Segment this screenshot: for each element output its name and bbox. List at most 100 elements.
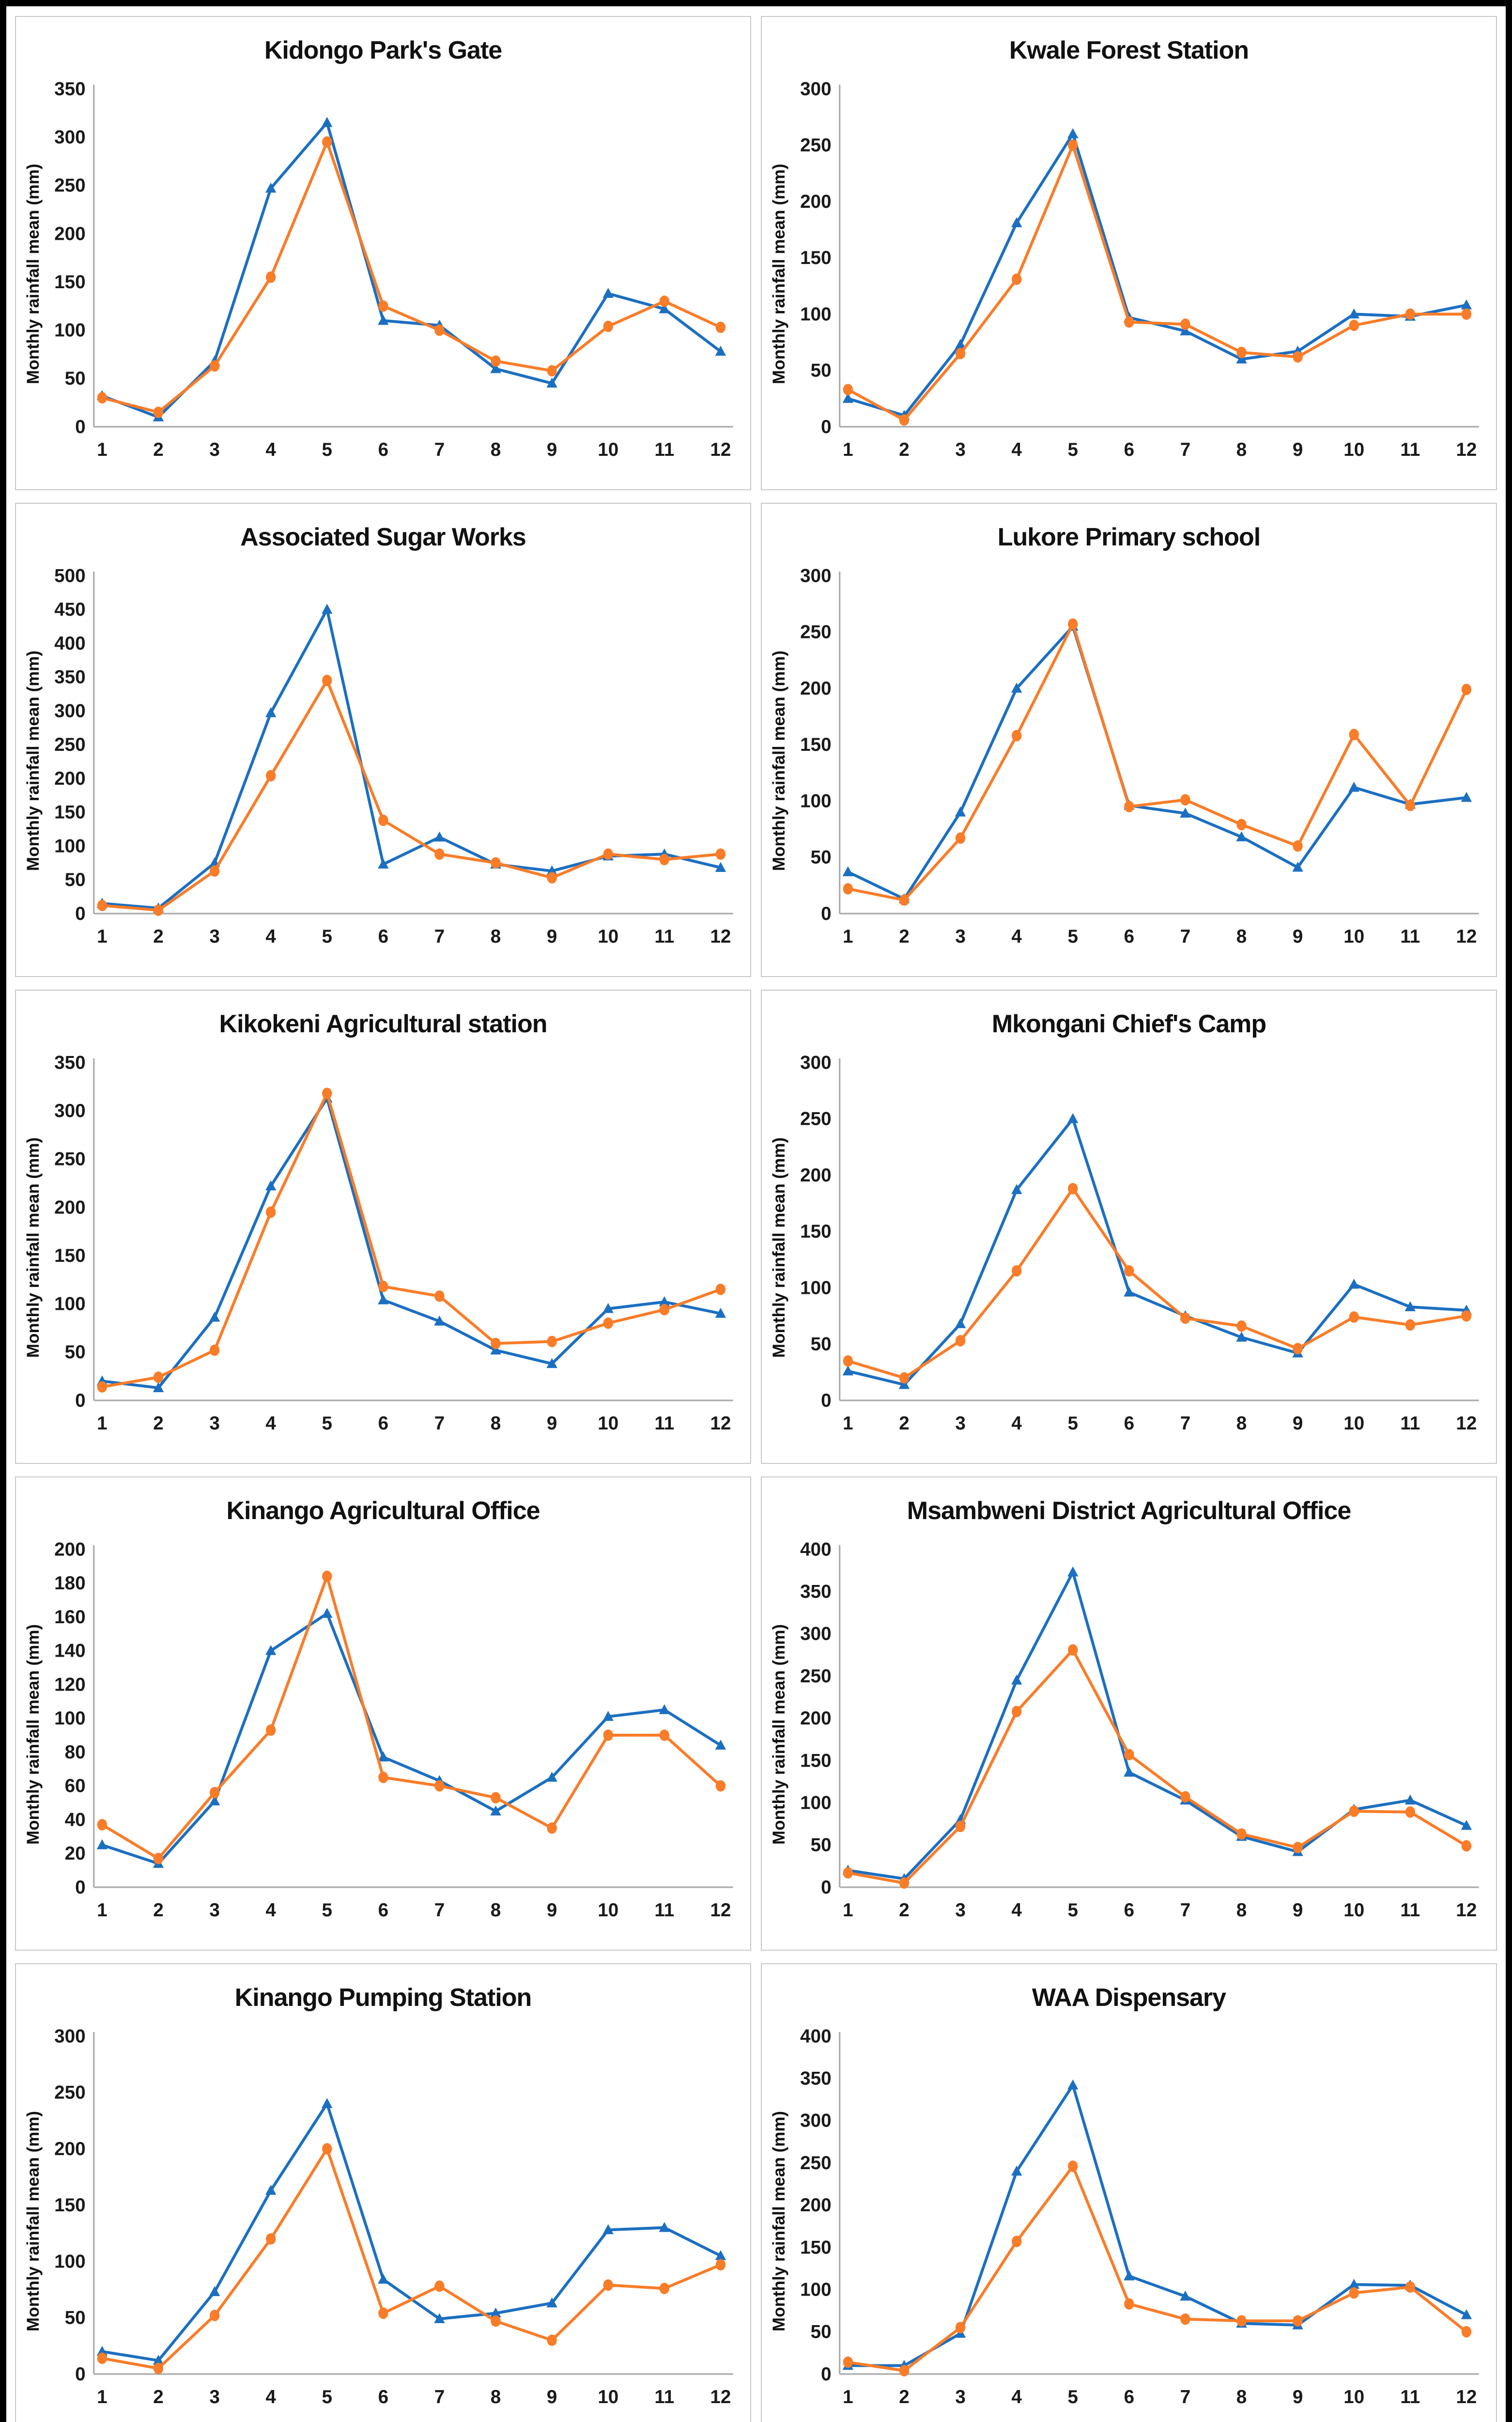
triangle-marker-icon xyxy=(1067,2079,1079,2090)
observed-series xyxy=(843,139,1472,426)
triangle-marker-icon xyxy=(322,2098,333,2108)
triangle-marker-icon xyxy=(1067,1566,1079,1577)
y-tick-label: 300 xyxy=(54,1101,85,1121)
circle-marker-icon xyxy=(1124,1265,1134,1277)
y-tick-label: 300 xyxy=(800,1624,831,1645)
y-tick-label: 250 xyxy=(54,1149,85,1170)
y-tick-labels: 0 50 100 150 200 250 300 xyxy=(800,1052,831,1411)
x-tick-labels: 1 2 3 4 5 6 7 8 9 10 11 12 xyxy=(97,1413,731,1434)
y-tick-label: 400 xyxy=(800,2026,831,2047)
observed-line xyxy=(100,679,722,912)
y-tick-label: 250 xyxy=(54,175,85,196)
triangle-marker-icon xyxy=(378,858,389,869)
triangle-marker-icon xyxy=(265,182,277,193)
triangle-marker-icon xyxy=(265,1645,277,1655)
circle-marker-icon xyxy=(1011,730,1022,742)
x-axis-label xyxy=(24,1450,742,1458)
circle-marker-icon xyxy=(547,1822,557,1834)
x-tick-label: 1 xyxy=(843,439,853,460)
x-axis-label xyxy=(770,1450,1488,1458)
x-tick-label: 1 xyxy=(97,2387,107,2407)
observed-series xyxy=(843,1183,1472,1384)
x-tick-label: 4 xyxy=(1011,926,1022,947)
x-tick-label: 11 xyxy=(654,2387,674,2407)
y-axis-label: Monthly rainfall mean (mm) xyxy=(24,2111,43,2332)
y-tick-labels: 0 50 100 150 200 250 300 xyxy=(800,565,831,924)
y-tick-labels: 0 50 100 150 200 250 300 350 400 xyxy=(800,2026,831,2385)
chirps-series xyxy=(96,1608,726,1868)
x-tick-label: 1 xyxy=(843,1900,853,1921)
x-tick-labels: 1 2 3 4 5 6 7 8 9 10 11 12 xyxy=(97,439,731,460)
triangle-marker-icon xyxy=(842,866,854,876)
circle-marker-icon xyxy=(1011,1265,1022,1277)
y-tick-label: 150 xyxy=(800,1221,831,1242)
chirps-line xyxy=(846,132,1468,417)
circle-marker-icon xyxy=(955,1335,966,1347)
circle-marker-icon xyxy=(1180,1791,1190,1803)
observed-line xyxy=(100,2147,722,2370)
chart-title: Lukore Primary school xyxy=(997,523,1261,552)
circle-marker-icon xyxy=(1349,1805,1359,1817)
circle-marker-icon xyxy=(843,883,853,895)
x-tick-label: 10 xyxy=(1343,1413,1364,1434)
x-tick-label: 12 xyxy=(1456,1900,1477,1921)
y-tick-label: 200 xyxy=(800,678,831,699)
x-tick-label: 10 xyxy=(1343,439,1364,460)
x-tick-label: 8 xyxy=(1236,1413,1247,1434)
triangle-marker-icon xyxy=(1180,807,1191,818)
triangle-marker-icon xyxy=(1292,861,1303,872)
y-tick-label: 0 xyxy=(75,1877,85,1898)
x-tick-label: 11 xyxy=(1400,2387,1420,2407)
circle-marker-icon xyxy=(659,1729,670,1741)
triangle-marker-icon xyxy=(715,1307,726,1318)
x-tick-label: 11 xyxy=(654,1900,674,1921)
y-tick-label: 100 xyxy=(800,1277,831,1298)
chirps-line xyxy=(100,121,722,419)
triangle-marker-icon xyxy=(1461,299,1472,310)
circle-marker-icon xyxy=(1293,351,1303,363)
circle-marker-icon xyxy=(1293,2315,1303,2327)
triangle-marker-icon xyxy=(96,1839,108,1849)
triangle-marker-icon xyxy=(1348,2279,1359,2289)
y-tick-label: 250 xyxy=(800,622,831,643)
x-tick-labels: 1 2 3 4 5 6 7 8 9 10 11 12 xyxy=(843,2387,1477,2407)
triangle-marker-icon xyxy=(546,1771,557,1782)
x-tick-labels: 1 2 3 4 5 6 7 8 9 10 11 12 xyxy=(843,1900,1477,1921)
circle-marker-icon xyxy=(899,2365,910,2376)
chart-title: Kinango Agricultural Office xyxy=(226,1497,540,1525)
x-tick-label: 2 xyxy=(899,926,909,947)
triangle-marker-icon xyxy=(842,1365,854,1376)
x-tick-label: 9 xyxy=(547,439,557,460)
y-tick-label: 350 xyxy=(54,1052,85,1073)
circle-marker-icon xyxy=(1124,1749,1134,1761)
x-tick-label: 9 xyxy=(1293,926,1303,947)
circle-marker-icon xyxy=(322,674,332,686)
chirps-series xyxy=(96,1092,726,1393)
chart-body: Monthly rainfall mean (mm) 0 50 100 150 200 2… xyxy=(770,71,1488,477)
chart-body: Monthly rainfall mean (mm) 0 50 100 150 200 2… xyxy=(770,1045,1488,1450)
x-tick-label: 4 xyxy=(265,1900,276,1921)
circle-marker-icon xyxy=(1180,794,1190,806)
circle-marker-icon xyxy=(434,848,445,860)
circle-marker-icon xyxy=(1124,316,1134,328)
triangle-marker-icon xyxy=(490,363,501,373)
circle-marker-icon xyxy=(97,900,108,912)
observed-line xyxy=(100,1575,722,1860)
circle-marker-icon xyxy=(955,348,966,359)
observed-line xyxy=(100,1092,722,1389)
x-tick-label: 9 xyxy=(547,1900,557,1921)
y-tick-label: 0 xyxy=(821,417,831,437)
y-tick-label: 100 xyxy=(800,791,831,811)
y-tick-labels: 0 50 100 150 200 250 300 350 xyxy=(54,78,85,437)
circle-marker-icon xyxy=(378,300,388,312)
triangle-marker-icon xyxy=(715,345,726,356)
triangle-marker-icon xyxy=(265,707,277,717)
x-tick-label: 5 xyxy=(1068,2387,1078,2407)
y-tick-label: 0 xyxy=(75,1390,85,1411)
circle-marker-icon xyxy=(378,2307,388,2319)
circle-marker-icon xyxy=(491,1792,501,1804)
x-tick-label: 7 xyxy=(1180,926,1190,947)
circle-marker-icon xyxy=(1068,2160,1078,2172)
triangle-marker-icon xyxy=(955,806,966,817)
